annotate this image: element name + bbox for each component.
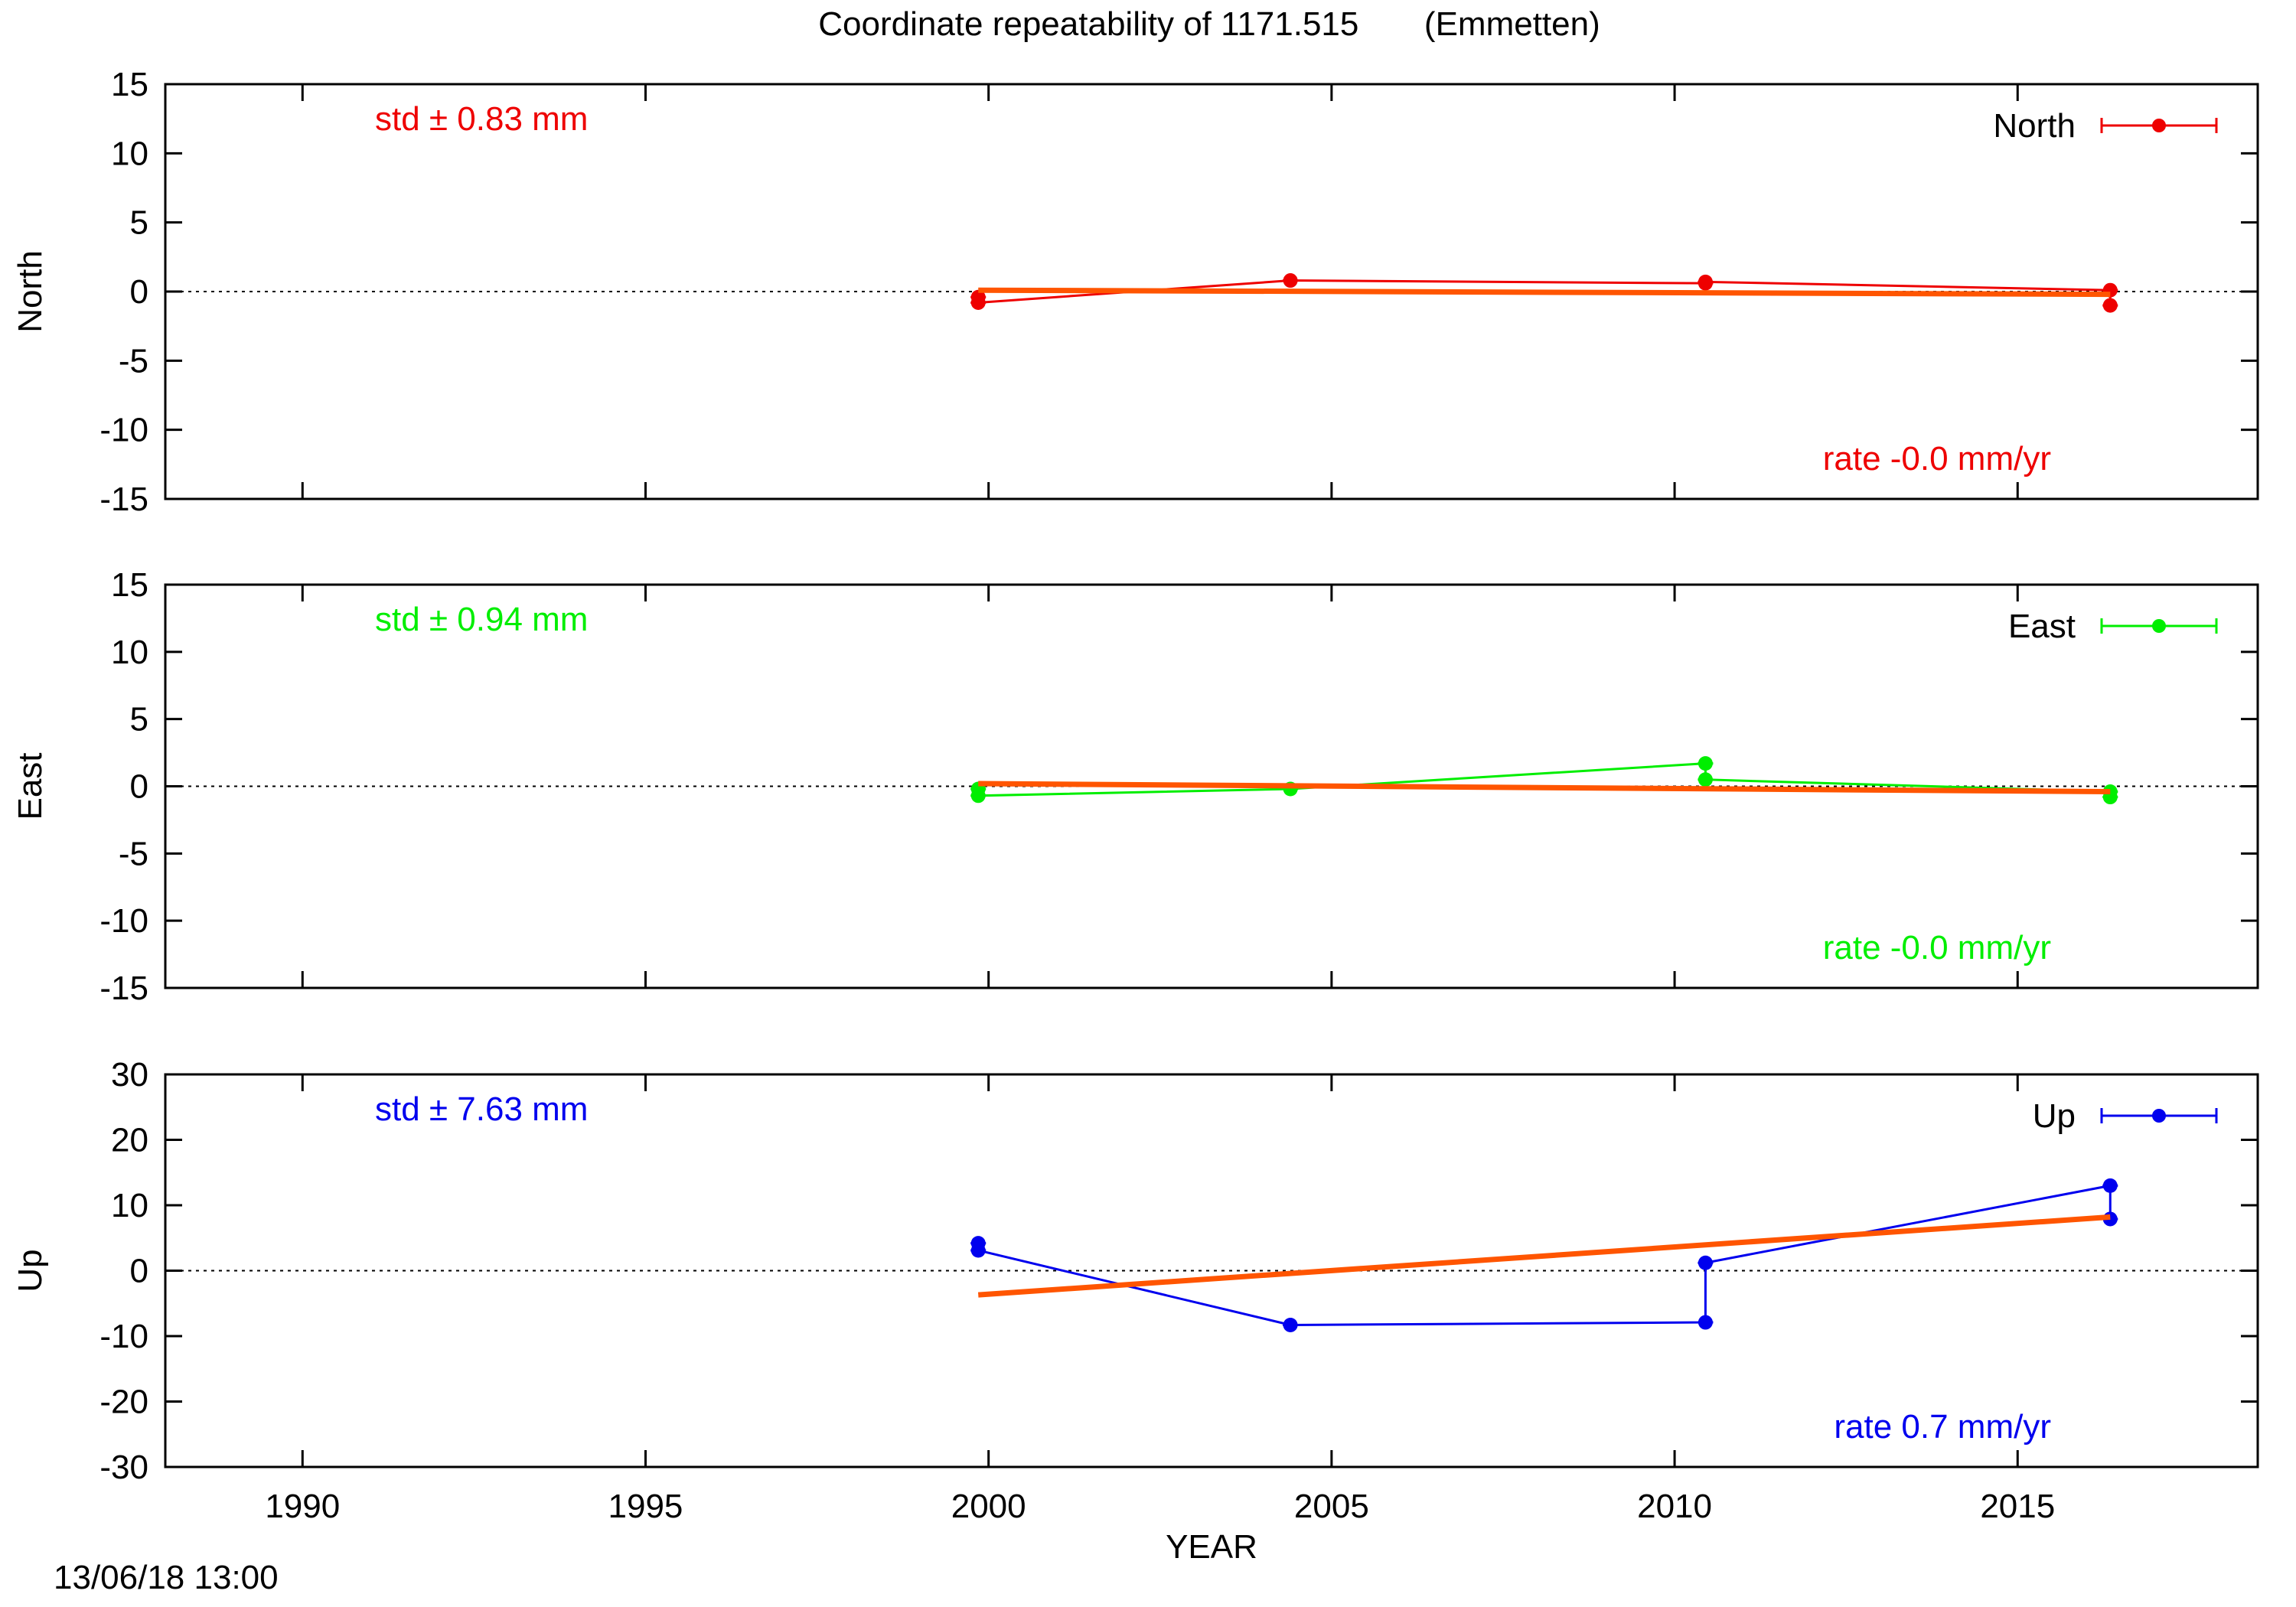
y-tick-label: -15: [99, 481, 148, 518]
trend-line: [978, 287, 2111, 298]
legend-marker: [2152, 619, 2166, 633]
data-point: [1698, 756, 1713, 771]
y-tick-label: 15: [111, 66, 148, 103]
rate-annotation: rate -0.0 mm/yr: [1823, 440, 2051, 478]
data-point: [1698, 1255, 1713, 1270]
data-point: [970, 788, 986, 804]
data-point: [2102, 298, 2118, 313]
y-tick-label: 10: [111, 1187, 148, 1224]
chart-panels: 15 10 5 0 -5 -10 -15 North std ± 0.83 mm rate -0.…: [11, 66, 2259, 1566]
y-axis-label: East: [11, 752, 49, 820]
y-tick-label: 5: [130, 204, 148, 242]
data-point: [970, 1243, 986, 1258]
rate-annotation: rate 0.7 mm/yr: [1834, 1408, 2051, 1446]
y-tick-label: 10: [111, 135, 148, 172]
chart-panel-east: 15 10 5 0 -5 -10 -15 East std ± 0.94 mm rate -0.0…: [11, 566, 2259, 1007]
rate-annotation: rate -0.0 mm/yr: [1823, 929, 2051, 966]
data-point: [970, 295, 986, 310]
x-tick-label: 2015: [1980, 1488, 2055, 1525]
y-tick-label: -30: [99, 1449, 148, 1486]
chart-title: Coordinate repeatability of 1171.515 (Em…: [818, 5, 1600, 43]
x-tick-label: 1995: [608, 1488, 683, 1525]
std-annotation: std ± 0.94 mm: [375, 601, 588, 638]
x-tick-label: 2010: [1637, 1488, 1712, 1525]
data-point: [1283, 1317, 1298, 1332]
data-point: [2102, 1178, 2118, 1193]
x-tick-label: 1990: [265, 1488, 340, 1525]
y-axis-label: Up: [11, 1249, 49, 1292]
legend-label: North: [1993, 107, 2076, 145]
y-tick-label: 5: [130, 701, 148, 738]
data-point: [1698, 1315, 1713, 1330]
data-point: [1283, 273, 1298, 288]
x-tick-label: 2005: [1294, 1488, 1369, 1525]
y-tick-label: -10: [99, 1318, 148, 1355]
legend-label: Up: [2033, 1097, 2076, 1135]
y-tick-label: 0: [130, 1253, 148, 1290]
timestamp-label: 13/06/18 13:00: [54, 1559, 279, 1596]
x-tick-label: 2000: [951, 1488, 1026, 1525]
y-tick-label: 10: [111, 634, 148, 671]
y-tick-label: -10: [99, 902, 148, 940]
y-tick-label: 0: [130, 768, 148, 806]
trend-line: [978, 781, 2111, 795]
y-tick-label: -20: [99, 1384, 148, 1421]
y-tick-label: -5: [119, 342, 148, 380]
legend-label: East: [2008, 608, 2076, 645]
x-axis-label: YEAR: [1166, 1528, 1257, 1566]
y-tick-label: -10: [99, 412, 148, 449]
std-annotation: std ± 7.63 mm: [375, 1090, 588, 1128]
data-point: [1698, 772, 1713, 787]
y-tick-label: -5: [119, 835, 148, 872]
y-tick-label: 30: [111, 1056, 148, 1094]
legend-marker: [2152, 1109, 2166, 1123]
y-axis-label: North: [11, 250, 49, 333]
legend-marker: [2152, 119, 2166, 132]
data-point: [1698, 274, 1713, 289]
y-tick-label: 0: [130, 273, 148, 311]
y-tick-label: 15: [111, 566, 148, 604]
y-tick-label: -15: [99, 970, 148, 1007]
std-annotation: std ± 0.83 mm: [375, 100, 588, 138]
y-tick-label: 20: [111, 1122, 148, 1159]
chart-panel-north: 15 10 5 0 -5 -10 -15 North std ± 0.83 mm rate -0.…: [11, 66, 2259, 518]
trend-line: [977, 1214, 2111, 1298]
